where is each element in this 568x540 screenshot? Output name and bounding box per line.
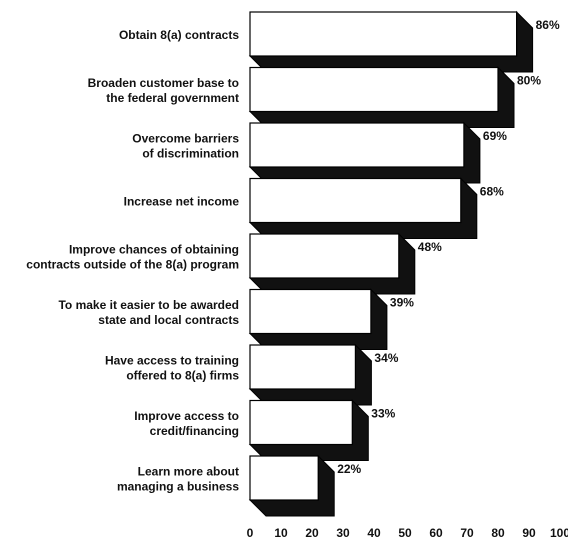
category-label-line: To make it easier to be awarded xyxy=(58,298,239,312)
bar-face xyxy=(249,288,372,335)
category-label-line: Have access to training xyxy=(105,354,239,368)
category-label-line: Overcome barriers xyxy=(132,132,239,146)
value-label: 39% xyxy=(390,296,414,310)
category-label: Obtain 8(a) contracts xyxy=(119,28,239,42)
x-tick-label: 50 xyxy=(398,526,412,540)
category-label: Improve access to credit/financing xyxy=(134,409,239,438)
category-label: Increase net income xyxy=(124,195,240,209)
category-label-line: Increase net income xyxy=(124,195,240,209)
x-tick-label: 40 xyxy=(367,526,381,540)
category-label-line: offered to 8(a) firms xyxy=(126,369,239,383)
bar-face xyxy=(249,66,499,113)
category-label-line: Improve access to xyxy=(134,409,239,423)
category-label-line: managing a business xyxy=(117,480,239,494)
value-label: 33% xyxy=(371,407,395,421)
category-label: Overcome barriers of discrimination xyxy=(132,132,239,161)
bar-face xyxy=(249,177,462,224)
value-label: 80% xyxy=(517,74,541,88)
category-label-line: contracts outside of the 8(a) program xyxy=(26,258,239,272)
x-tick-label: 20 xyxy=(305,526,319,540)
value-label: 22% xyxy=(337,462,361,476)
bar-6 xyxy=(248,288,388,350)
bar-1 xyxy=(248,10,534,73)
bar-3 xyxy=(248,121,481,184)
value-label: 86% xyxy=(536,18,560,32)
x-axis-ticks: 0 10 20 30 40 50 60 70 80 90 100 xyxy=(247,526,568,540)
category-label-line: Learn more about xyxy=(138,465,239,479)
bar-face xyxy=(249,455,319,501)
bar-face xyxy=(249,344,357,390)
x-tick-label: 90 xyxy=(522,526,536,540)
category-label-line: the federal government xyxy=(106,91,239,105)
bar-9 xyxy=(248,454,335,517)
x-tick-label: 80 xyxy=(491,526,505,540)
bars-group xyxy=(248,10,534,517)
bar-2 xyxy=(248,66,515,128)
category-labels: Obtain 8(a) contracts Broaden customer ba… xyxy=(26,28,239,494)
bar-face xyxy=(249,233,400,279)
category-label-line: of discrimination xyxy=(142,147,239,161)
x-tick-label: 70 xyxy=(460,526,474,540)
category-label: Improve chances of obtaining contracts ou… xyxy=(26,243,239,272)
bar-face xyxy=(249,399,353,446)
category-label: To make it easier to be awarded state and… xyxy=(58,298,239,327)
bar-face xyxy=(249,11,518,57)
bar-5 xyxy=(248,232,416,295)
category-label: Broaden customer base to the federal gove… xyxy=(88,76,239,105)
category-label-line: state and local contracts xyxy=(98,313,239,327)
category-label: Have access to training offered to 8(a) f… xyxy=(105,354,239,383)
value-label: 68% xyxy=(480,185,504,199)
category-label-line: Obtain 8(a) contracts xyxy=(119,28,239,42)
value-labels: 86% 80% 69% 68% 48% 39% 34% 33% 22% xyxy=(337,18,560,476)
value-label: 48% xyxy=(418,240,442,254)
category-label-line: Improve chances of obtaining xyxy=(69,243,239,257)
x-tick-label: 30 xyxy=(336,526,350,540)
value-label: 34% xyxy=(374,351,398,365)
x-tick-label: 10 xyxy=(274,526,288,540)
bar-8 xyxy=(248,399,369,461)
bar-4 xyxy=(248,177,478,239)
category-label: Learn more about managing a business xyxy=(117,465,239,494)
value-label: 69% xyxy=(483,129,507,143)
category-label-line: Broaden customer base to xyxy=(88,76,239,90)
x-tick-label: 60 xyxy=(429,526,443,540)
x-tick-label: 100 xyxy=(550,526,568,540)
bar-face xyxy=(249,122,465,168)
bar-7 xyxy=(248,343,372,406)
category-label-line: credit/financing xyxy=(150,424,239,438)
x-tick-label: 0 xyxy=(247,526,254,540)
